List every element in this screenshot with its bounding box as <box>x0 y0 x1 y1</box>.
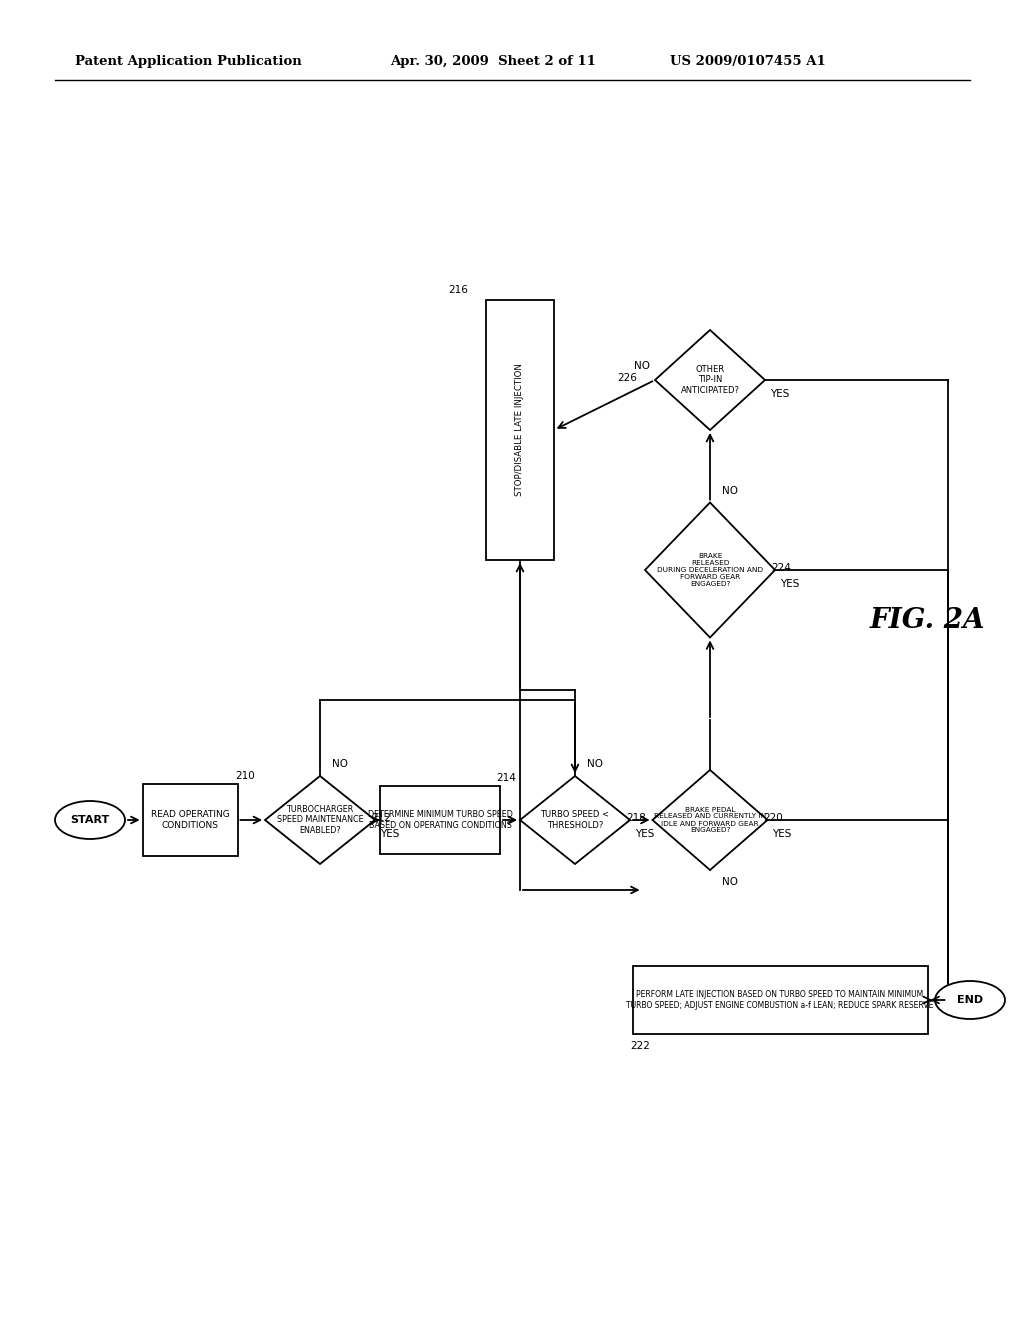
Polygon shape <box>265 776 375 865</box>
Polygon shape <box>655 330 765 430</box>
Ellipse shape <box>935 981 1005 1019</box>
Polygon shape <box>520 776 630 865</box>
Text: NO: NO <box>722 876 738 887</box>
Text: Apr. 30, 2009  Sheet 2 of 11: Apr. 30, 2009 Sheet 2 of 11 <box>390 55 596 69</box>
Text: 220: 220 <box>764 813 783 822</box>
Text: NO: NO <box>634 360 650 371</box>
Text: 218: 218 <box>626 813 646 822</box>
Text: READ OPERATING
CONDITIONS: READ OPERATING CONDITIONS <box>151 810 229 830</box>
Text: NO: NO <box>722 486 738 495</box>
Text: 212: 212 <box>371 813 391 822</box>
Text: YES: YES <box>380 829 399 840</box>
Text: US 2009/0107455 A1: US 2009/0107455 A1 <box>670 55 825 69</box>
Bar <box>142 784 238 855</box>
Text: 214: 214 <box>496 774 516 783</box>
Text: FIG. 2A: FIG. 2A <box>870 606 985 634</box>
Text: 222: 222 <box>631 1041 650 1051</box>
Text: TURBO SPEED <
THRESHOLD?: TURBO SPEED < THRESHOLD? <box>541 810 609 830</box>
Text: YES: YES <box>635 829 654 840</box>
Text: START: START <box>71 814 110 825</box>
Text: PERFORM LATE INJECTION BASED ON TURBO SPEED TO MAINTAIN MINIMUM
TURBO SPEED; ADJ: PERFORM LATE INJECTION BASED ON TURBO SP… <box>627 990 934 1010</box>
Text: OTHER
TIP-IN
ANTICIPATED?: OTHER TIP-IN ANTICIPATED? <box>681 366 739 395</box>
Text: NO: NO <box>332 759 348 770</box>
Polygon shape <box>645 503 775 638</box>
Text: END: END <box>957 995 983 1005</box>
Text: STOP/DISABLE LATE INJECTION: STOP/DISABLE LATE INJECTION <box>515 363 524 496</box>
Text: BRAKE PEDAL
RELEASED AND CURRENTLY IN
IDLE AND FORWARD GEAR
ENGAGED?: BRAKE PEDAL RELEASED AND CURRENTLY IN ID… <box>654 807 766 833</box>
Text: Patent Application Publication: Patent Application Publication <box>75 55 302 69</box>
Text: YES: YES <box>772 829 792 840</box>
Text: 226: 226 <box>617 374 637 383</box>
Text: 224: 224 <box>771 564 791 573</box>
Text: BRAKE
RELEASED
DURING DECELERATION AND
FORWARD GEAR
ENGAGED?: BRAKE RELEASED DURING DECELERATION AND F… <box>657 553 763 587</box>
Text: NO: NO <box>587 759 603 770</box>
Text: YES: YES <box>770 389 790 399</box>
Text: DETERMINE MINIMUM TURBO SPEED
BASED ON OPERATING CONDITIONS: DETERMINE MINIMUM TURBO SPEED BASED ON O… <box>368 810 512 830</box>
Text: YES: YES <box>780 579 800 589</box>
Polygon shape <box>652 770 768 870</box>
Text: 216: 216 <box>449 285 468 294</box>
Ellipse shape <box>55 801 125 840</box>
Bar <box>380 785 500 854</box>
Text: 210: 210 <box>236 771 255 781</box>
Text: TURBOCHARGER
SPEED MAINTENANCE
ENABLED?: TURBOCHARGER SPEED MAINTENANCE ENABLED? <box>276 805 364 836</box>
Bar <box>486 300 554 560</box>
Bar <box>633 966 928 1034</box>
